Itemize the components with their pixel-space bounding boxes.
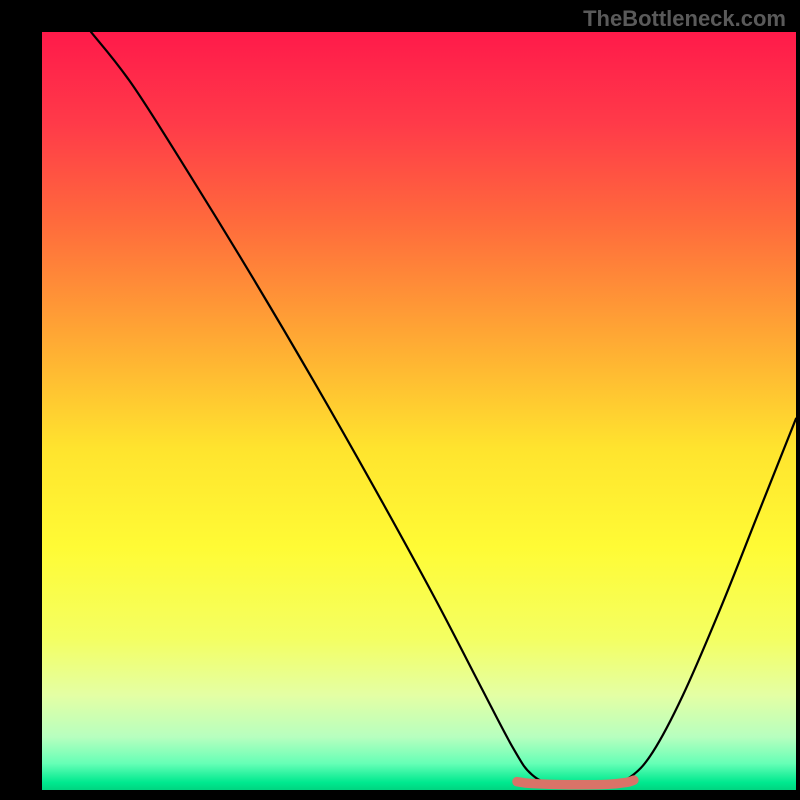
watermark-text: TheBottleneck.com (583, 6, 786, 32)
chart-svg (42, 32, 796, 790)
optimal-range-marker (517, 780, 634, 785)
chart-plot-area (42, 32, 796, 790)
gradient-background (42, 32, 796, 790)
chart-container: TheBottleneck.com (0, 0, 800, 800)
